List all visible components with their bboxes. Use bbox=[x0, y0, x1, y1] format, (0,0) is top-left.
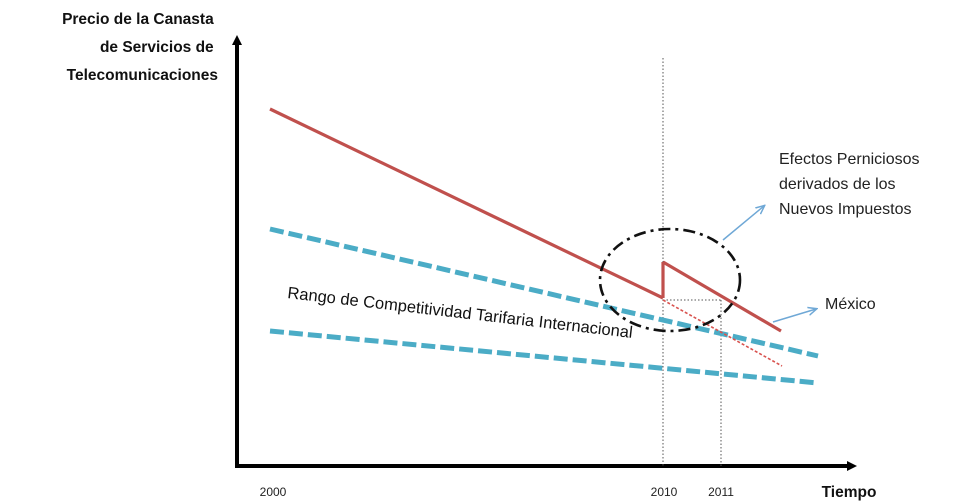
band-label: Rango de Competitividad Tarifaria Intern… bbox=[287, 284, 634, 342]
effects-annotation-line-1: Efectos Perniciosos bbox=[779, 151, 920, 168]
x-axis-label: Tiempo bbox=[822, 484, 877, 501]
mexico-line-after bbox=[662, 260, 782, 333]
effects-arrow bbox=[722, 206, 764, 241]
effects-annotation: Efectos Perniciosos derivados de los Nue… bbox=[779, 151, 924, 218]
mexico-arrow bbox=[772, 309, 816, 323]
y-axis-label: Precio de la Canasta de Servicios de Tel… bbox=[62, 11, 218, 84]
y-axis-label-line-3: Telecomunicaciones bbox=[67, 67, 218, 84]
x-tick-2011: 2011 bbox=[708, 485, 734, 499]
mexico-annotation: México bbox=[825, 296, 876, 313]
x-tick-2010: 2010 bbox=[651, 485, 678, 499]
band-lower-line bbox=[269, 328, 819, 386]
x-tick-2000: 2000 bbox=[260, 485, 287, 499]
y-axis-label-line-2: de Servicios de bbox=[100, 39, 214, 56]
effects-annotation-line-3: Nuevos Impuestos bbox=[779, 201, 912, 218]
mexico-line-before bbox=[269, 107, 664, 300]
tax-effect-circle bbox=[598, 227, 742, 333]
projection-without-taxes bbox=[662, 299, 783, 367]
effects-annotation-line-2: derivados de los bbox=[779, 176, 896, 193]
y-axis-label-line-1: Precio de la Canasta bbox=[62, 11, 214, 28]
